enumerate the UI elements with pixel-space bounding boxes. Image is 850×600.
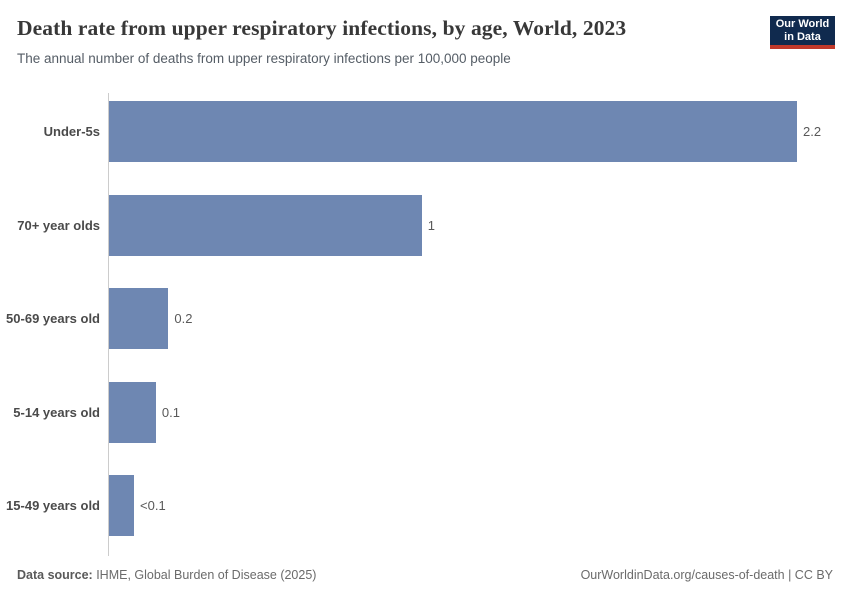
bar-area: 2.2 <box>109 101 821 162</box>
bar[interactable] <box>109 194 422 256</box>
category-label: 50-69 years old <box>6 311 100 326</box>
page-title: Death rate from upper respiratory infect… <box>17 16 627 40</box>
page-subtitle: The annual number of deaths from upper r… <box>17 51 511 66</box>
value-label: 2.2 <box>803 124 822 139</box>
category-label: 5-14 years old <box>13 404 100 420</box>
chart-row: 5-14 years old 0.1 <box>0 381 850 476</box>
value-label: 0.1 <box>161 404 180 420</box>
chart-rows: Under-5s 2.2 70+ year olds 1 50-69 years old… <box>0 101 850 569</box>
data-source-note: Data source: IHME, Global Burden of Dise… <box>17 568 316 582</box>
data-source-text: IHME, Global Burden of Disease (2025) <box>92 568 317 582</box>
owid-logo-line1: Our World <box>775 17 830 30</box>
category-label: 70+ year olds <box>17 217 100 233</box>
bar[interactable] <box>109 381 156 443</box>
bar-area: 0.1 <box>109 381 180 443</box>
bar[interactable] <box>109 101 797 162</box>
bar-area: <0.1 <box>109 475 166 536</box>
bar[interactable] <box>109 288 169 349</box>
category-label: 15-49 years old <box>6 498 100 513</box>
bar[interactable] <box>109 475 135 536</box>
chart-footer: Data source: IHME, Global Burden of Dise… <box>17 568 833 582</box>
value-label: <0.1 <box>140 498 166 513</box>
bar-area: 1 <box>109 194 435 256</box>
chart-row: 50-69 years old 0.2 <box>0 288 850 382</box>
y-axis-line <box>108 93 109 556</box>
chart-row: 15-49 years old <0.1 <box>0 475 850 569</box>
value-label: 0.2 <box>174 311 193 326</box>
bar-area: 0.2 <box>109 288 192 349</box>
value-label: 1 <box>427 217 435 233</box>
chart-row: 70+ year olds 1 <box>0 194 850 289</box>
owid-url-license-link[interactable]: OurWorldinData.org/causes-of-death | CC … <box>580 568 833 582</box>
category-label: Under-5s <box>43 124 100 139</box>
chart-row: Under-5s 2.2 <box>0 101 850 195</box>
owid-logo-line2: in Data <box>784 30 821 43</box>
data-source-label: Data source: <box>17 568 93 582</box>
bar-chart: Under-5s 2.2 70+ year olds 1 50-69 years old… <box>0 93 850 556</box>
owid-logo[interactable]: Our World in Data <box>770 16 835 49</box>
